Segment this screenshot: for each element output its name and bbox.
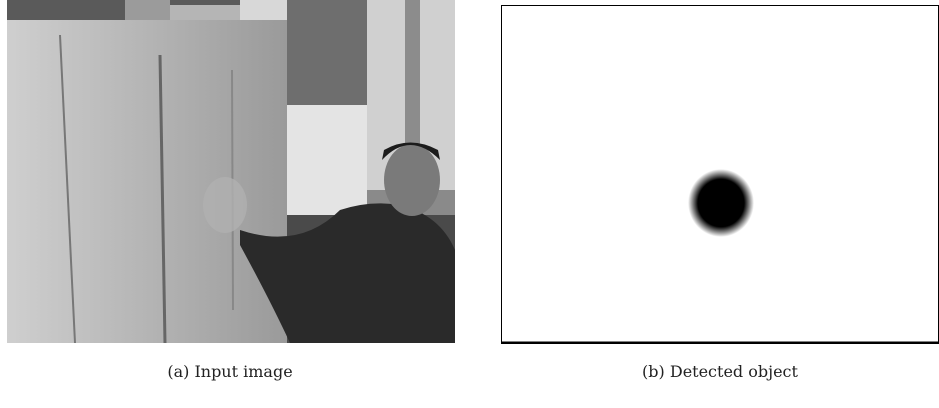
caption: (a) Input image <box>80 362 380 381</box>
input-image: E <box>7 0 455 343</box>
caption: (b) Detected object <box>570 362 870 381</box>
page: E (a) Input image (b) Detected object ((… <box>0 0 939 408</box>
figure: E <box>0 0 939 408</box>
detected-image <box>501 6 939 344</box>
